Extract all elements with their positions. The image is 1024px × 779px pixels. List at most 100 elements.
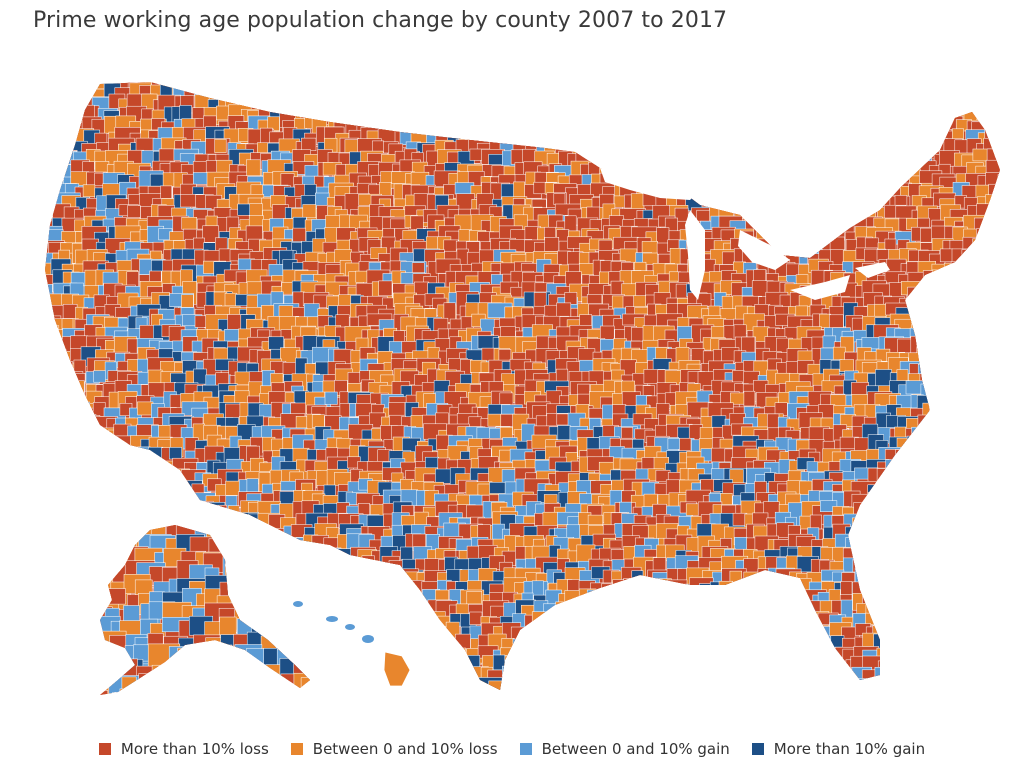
county-cell: [59, 138, 75, 155]
county-cell: [944, 379, 966, 398]
county-cell: [542, 99, 564, 113]
county-cell: [229, 547, 257, 571]
county-cell: [45, 359, 64, 373]
county-cell: [305, 648, 332, 662]
county-cell: [765, 659, 791, 676]
county-cell: [742, 165, 770, 178]
county-cell: [45, 481, 54, 497]
county-cell: [832, 174, 849, 190]
county-cell: [887, 151, 909, 164]
county-cell: [930, 450, 948, 468]
county-cell: [86, 516, 113, 541]
county-cell: [183, 677, 201, 690]
county-cell: [45, 567, 65, 582]
county-cell: [886, 644, 913, 669]
county-cell: [52, 692, 68, 714]
county-cell: [345, 602, 358, 624]
county-cell: [80, 104, 95, 119]
county-cell: [515, 88, 542, 104]
county-cell: [888, 666, 913, 687]
county-cell: [952, 336, 975, 354]
county-cell: [52, 583, 80, 607]
county-cell: [755, 645, 769, 665]
county-cell: [194, 315, 207, 328]
county-cell: [874, 303, 887, 318]
county-cell: [48, 657, 67, 676]
county-cell: [742, 644, 769, 656]
county-cell: [70, 451, 95, 476]
county-cell: [138, 692, 150, 714]
county-cell: [845, 95, 868, 113]
county-cell: [874, 600, 902, 626]
county-cell: [865, 612, 887, 625]
county-cell: [268, 680, 294, 690]
county-cell: [49, 86, 63, 107]
county-cell: [996, 633, 1000, 650]
county-cell: [499, 88, 522, 101]
county-cell: [72, 462, 92, 484]
county-cell: [768, 82, 786, 97]
county-cell: [664, 152, 686, 168]
county-cell: [49, 130, 76, 154]
county-cell: [645, 605, 666, 627]
county-cell: [248, 601, 274, 617]
county-cell: [45, 614, 56, 629]
county-cell: [809, 625, 824, 645]
county-cell: [710, 159, 730, 179]
county-cell: [598, 689, 618, 690]
county-cell: [983, 627, 1000, 653]
county-cell: [274, 558, 289, 575]
county-cell: [734, 154, 759, 169]
county-cell: [45, 677, 60, 690]
county-cell: [632, 670, 658, 684]
county-cell: [327, 657, 349, 680]
county-cell: [995, 325, 1000, 348]
county-cell: [680, 679, 699, 690]
county-cell: [896, 437, 919, 461]
county-cell: [306, 621, 322, 642]
county-cell: [260, 589, 280, 604]
county-cell: [215, 643, 234, 669]
county-cell: [699, 670, 727, 688]
county-cell: [347, 108, 372, 127]
county-cell: [757, 216, 772, 237]
county-cell: [181, 495, 201, 510]
county-cell: [501, 82, 523, 94]
county-cell: [456, 678, 474, 690]
county-cell: [567, 693, 586, 705]
county-cell: [955, 504, 973, 519]
county-cell: [764, 678, 786, 690]
county-cell: [97, 501, 121, 523]
county-cell: [732, 692, 749, 710]
county-cell: [193, 678, 215, 690]
county-cell: [930, 338, 948, 355]
county-cell: [631, 82, 654, 90]
county-cell: [302, 204, 317, 219]
county-cell: [669, 589, 682, 613]
county-cell: [800, 636, 813, 649]
county-cell: [74, 577, 92, 597]
county-cell: [237, 593, 260, 616]
county-cell: [325, 648, 341, 667]
county-cell: [920, 316, 938, 342]
county-cell: [45, 82, 59, 96]
county-cell: [775, 119, 803, 132]
county-cell: [754, 116, 769, 131]
county-cell: [811, 198, 829, 217]
county-cell: [939, 644, 958, 667]
county-cell: [480, 98, 495, 123]
county-cell: [257, 671, 282, 690]
county-cell: [74, 414, 97, 438]
county-cell: [818, 196, 831, 216]
county-cell: [919, 624, 938, 646]
county-cell: [987, 578, 1000, 597]
county-cell: [357, 613, 370, 631]
county-cell: [644, 626, 661, 651]
county-cell: [998, 302, 1000, 324]
county-cell: [103, 528, 125, 551]
county-cell: [510, 626, 537, 645]
county-cell: [239, 691, 251, 712]
county-cell: [875, 117, 894, 142]
county-cell: [796, 127, 810, 150]
county-cell: [920, 82, 946, 89]
